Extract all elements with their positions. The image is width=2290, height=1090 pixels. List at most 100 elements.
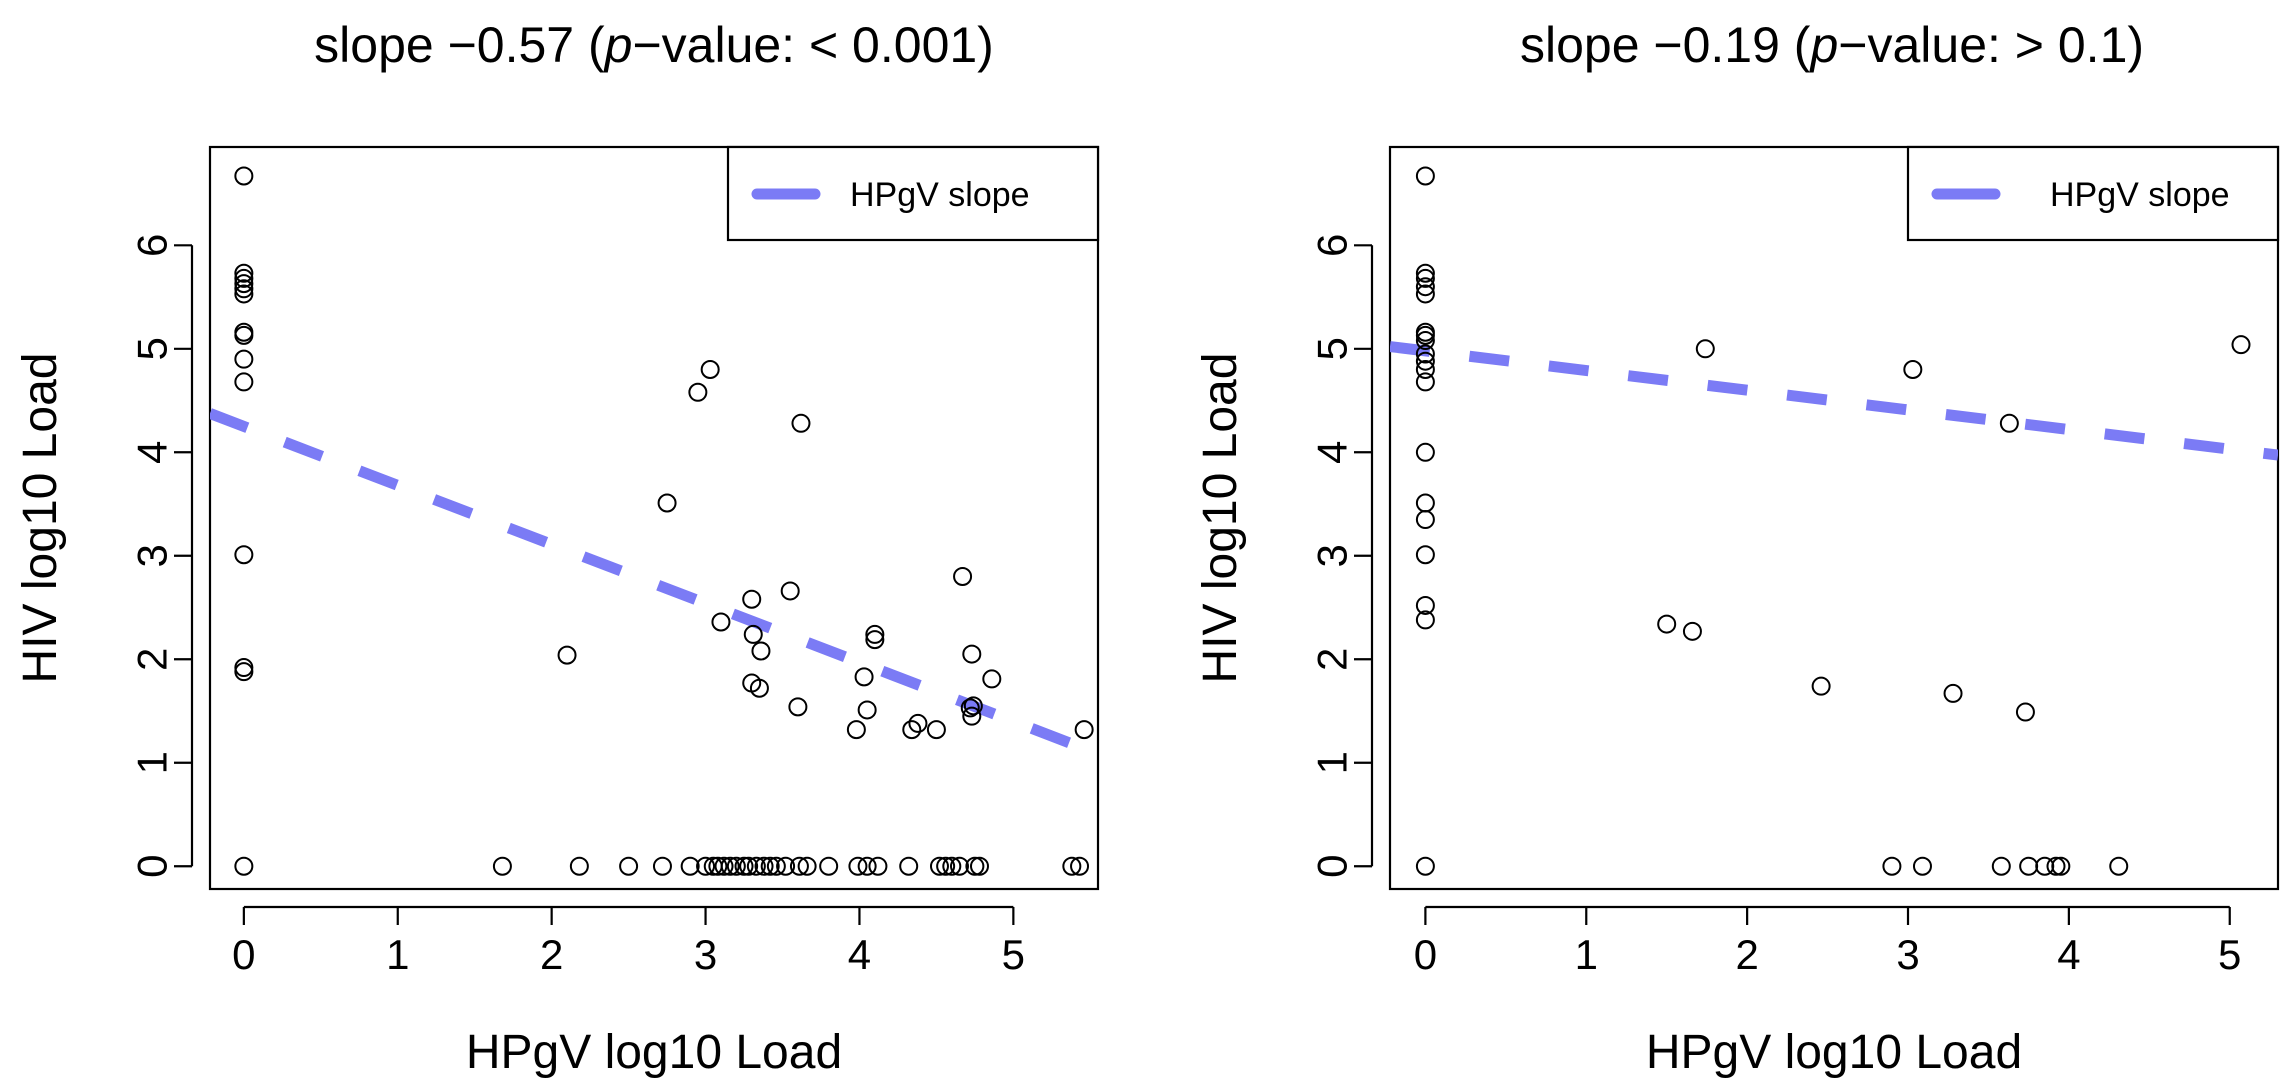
data-point (1415, 331, 1435, 351)
data-point (868, 856, 888, 876)
data-point (2046, 856, 2066, 876)
y-tick-label: 1 (129, 751, 176, 774)
data-point (791, 413, 811, 433)
data-point (1415, 344, 1435, 364)
data-point (962, 706, 982, 726)
data-point (234, 268, 254, 288)
data-point (234, 658, 254, 678)
data-point (766, 856, 786, 876)
data-point (1062, 856, 1082, 876)
data-point (696, 856, 716, 876)
x-tick-label: 1 (1575, 931, 1598, 978)
data-point (652, 856, 672, 876)
data-point (714, 856, 734, 876)
data-point (1415, 268, 1435, 288)
y-tick-label: 0 (129, 855, 176, 878)
data-point (857, 856, 877, 876)
data-point (902, 720, 922, 740)
data-point (1070, 856, 1090, 876)
legend-label: HPgV slope (850, 176, 1030, 214)
x-tick-label: 4 (848, 931, 871, 978)
x-axis-label: HPgV log10 Load (466, 1026, 842, 1079)
y-tick-label: 4 (1309, 441, 1356, 464)
data-point (819, 856, 839, 876)
x-tick-label: 5 (1002, 931, 1025, 978)
x-tick-label: 5 (2218, 931, 2241, 978)
data-point (234, 372, 254, 392)
data-point (788, 697, 808, 717)
data-point (1682, 621, 1702, 641)
chart-title: slope −0.19 (p−value: > 0.1) (1520, 17, 2144, 73)
data-point (1415, 359, 1435, 379)
data-point (969, 856, 989, 876)
data-point (1415, 595, 1435, 615)
data-point (1415, 545, 1435, 565)
axes: 0 1 2 3 4 5 0 1 2 3 4 5 6 (1309, 234, 2242, 978)
x-tick-label: 2 (540, 931, 563, 978)
data-point (688, 382, 708, 402)
data-point (1415, 442, 1435, 462)
x-tick-label: 1 (386, 931, 409, 978)
y-tick-label: 5 (129, 337, 176, 360)
data-point (569, 856, 589, 876)
data-point (751, 641, 771, 661)
data-point (854, 667, 874, 687)
y-tick-label: 0 (1309, 855, 1356, 878)
data-point (1415, 610, 1435, 630)
data-point (1415, 325, 1435, 345)
legend-label: HPgV slope (2050, 176, 2230, 214)
x-tick-label: 2 (1735, 931, 1758, 978)
data-point (708, 856, 728, 876)
data-point (899, 856, 919, 876)
data-point (1415, 493, 1435, 513)
axes: 0 1 2 3 4 5 0 1 2 3 4 5 6 (129, 234, 1026, 978)
data-point (234, 274, 254, 294)
data-point (700, 359, 720, 379)
data-point (2231, 335, 2251, 355)
chart-panel-left: slope −0.57 (p−value: < 0.001) 0 1 2 3 4 5 0 1 2… (14, 17, 1100, 1079)
data-point (953, 566, 973, 586)
data-point (1415, 372, 1435, 392)
data-point (742, 589, 762, 609)
data-point (1657, 614, 1677, 634)
data-point (557, 645, 577, 665)
data-point (1415, 166, 1435, 186)
data-point (965, 856, 985, 876)
data-point (734, 856, 754, 876)
data-point (949, 856, 969, 876)
y-tick-label: 5 (1309, 337, 1356, 360)
data-point (234, 284, 254, 304)
data-point (1903, 359, 1923, 379)
data-point (1415, 284, 1435, 304)
data-point (1415, 510, 1435, 530)
y-tick-label: 3 (129, 544, 176, 567)
data-point (1882, 856, 1902, 876)
data-point (234, 166, 254, 186)
data-point (776, 856, 796, 876)
y-tick-label: 4 (129, 441, 176, 464)
data-point (234, 856, 254, 876)
data-point (936, 856, 956, 876)
data-point (711, 612, 731, 632)
x-tick-label: 0 (232, 931, 255, 978)
x-axis-label: HPgV log10 Load (1646, 1026, 2022, 1079)
data-point (657, 493, 677, 513)
data-point (234, 545, 254, 565)
data-point (865, 624, 885, 644)
chart-panel-right: slope −0.19 (p−value: > 0.1) 0 1 2 3 4 5 0 1 2 3 4… (1194, 17, 2280, 1079)
data-point (908, 713, 928, 733)
data-point (2019, 856, 2039, 876)
regression-line (1390, 341, 2278, 461)
y-tick-label: 1 (1309, 751, 1356, 774)
data-point (234, 349, 254, 369)
plot-area (1390, 166, 2278, 876)
data-point (960, 698, 980, 718)
data-point (746, 856, 766, 876)
data-point (2109, 856, 2129, 876)
data-point (942, 856, 962, 876)
x-tick-label: 3 (1896, 931, 1919, 978)
data-point (743, 624, 763, 644)
data-point (963, 696, 983, 716)
plot-box (208, 145, 1100, 891)
